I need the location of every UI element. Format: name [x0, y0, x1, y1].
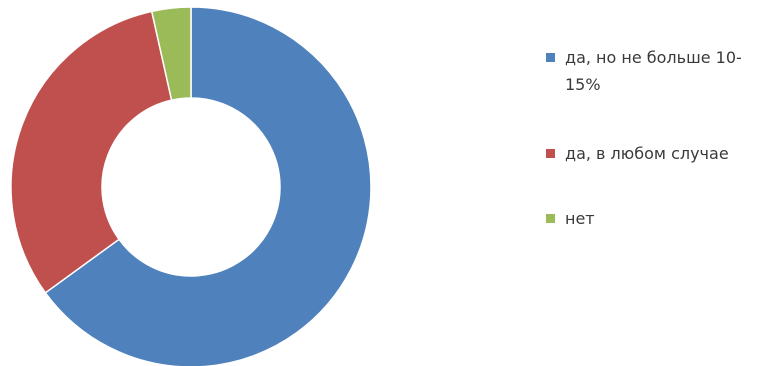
chart-legend: да, но не больше 10-15% да, в любом случ…: [546, 44, 756, 232]
donut-slice: [44, 6, 372, 366]
legend-item: да, в любом случае: [546, 140, 756, 167]
legend-label: да, в любом случае: [565, 144, 729, 163]
legend-item: да, но не больше 10-15%: [546, 44, 756, 98]
legend-swatch: [546, 53, 555, 62]
legend-label: да, но не больше 10-15%: [565, 48, 742, 94]
donut-slice: [150, 6, 192, 102]
legend-swatch: [546, 149, 555, 158]
legend-label: нет: [565, 209, 595, 228]
legend-item: нет: [546, 205, 756, 232]
donut-slice: [10, 10, 173, 294]
legend-swatch: [546, 214, 555, 223]
